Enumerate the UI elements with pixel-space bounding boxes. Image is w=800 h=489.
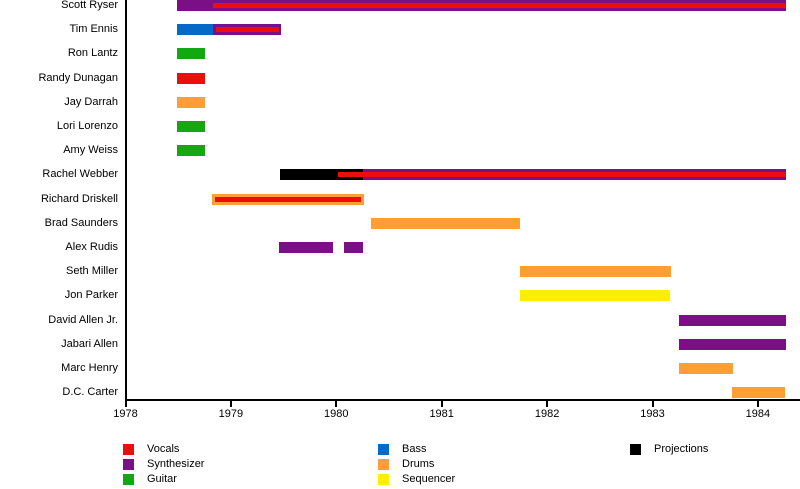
member-bar-projections [280, 169, 363, 181]
member-label: Rachel Webber [42, 168, 118, 181]
member-bar-synthesizer [678, 338, 787, 350]
year-label: 1984 [745, 408, 771, 420]
member-label: Jay Darrah [64, 95, 118, 108]
member-line-vocals [215, 196, 361, 202]
member-bar-drums [678, 363, 733, 374]
legend-label-projections: Projections [654, 443, 709, 455]
year-label: 1981 [429, 408, 454, 420]
member-label: David Allen Jr. [48, 313, 118, 326]
axis-tick [335, 399, 338, 407]
legend-label-synthesizer: Synthesizer [147, 458, 205, 471]
legend-swatch-projections [630, 444, 641, 455]
member-line-vocals [216, 27, 280, 33]
member-bar-guitar [177, 48, 205, 60]
member-bar-drums [731, 387, 786, 399]
member-label: Jabari Allen [61, 337, 118, 350]
year-label: 1983 [640, 408, 665, 420]
member-bar-vocals [177, 72, 205, 84]
legend-swatch-drums [378, 459, 389, 471]
member-label: Ron Lantz [67, 47, 118, 60]
member-label: Amy Weiss [63, 144, 118, 157]
legend-label-vocals: Vocals [147, 443, 180, 455]
y-axis-line [124, 0, 127, 401]
member-label: Richard Driskell [40, 192, 118, 205]
axis-tick [124, 399, 127, 407]
member-label: Brad Saunders [44, 216, 118, 229]
member-bar-synthesizer [279, 242, 334, 253]
legend-swatch-guitar [123, 474, 134, 486]
axis-tick [546, 399, 549, 407]
member-label: D.C. Carter [62, 386, 118, 399]
legend-label-guitar: Guitar [147, 473, 177, 486]
member-line-vocals [338, 172, 787, 178]
legend-label-sequencer: Sequencer [402, 473, 456, 486]
member-line-vocals [212, 3, 787, 8]
member-bar-synthesizer [343, 242, 363, 253]
member-bar-guitar [177, 145, 205, 157]
legend-swatch-sequencer [378, 474, 389, 486]
year-label: 1980 [324, 408, 349, 420]
legend-label-bass: Bass [402, 443, 427, 455]
x-axis-line [124, 399, 800, 401]
year-label: 1979 [218, 408, 244, 420]
member-bar-sequencer [519, 290, 671, 302]
member-label: Seth Miller [66, 265, 118, 278]
axis-tick [756, 399, 759, 407]
member-bar-synthesizer [678, 314, 787, 326]
member-label: Jon Parker [64, 289, 118, 302]
axis-tick [229, 399, 232, 407]
member-bar-drums [177, 96, 205, 108]
member-label: Randy Dunagan [38, 71, 118, 84]
member-label: Scott Ryser [61, 0, 118, 11]
legend-label-drums: Drums [402, 458, 435, 471]
member-label: Tim Ennis [69, 23, 119, 36]
legend-swatch-vocals [123, 444, 134, 455]
member-bar-drums [519, 266, 672, 278]
member-label: Lori Lorenzo [56, 120, 118, 132]
member-bar-guitar [177, 121, 205, 132]
axis-tick [651, 399, 654, 407]
legend-swatch-bass [378, 444, 389, 455]
member-bar-bass [177, 24, 213, 36]
year-label: 1978 [113, 408, 138, 420]
member-label: Alex Rudis [65, 241, 118, 253]
member-bar-drums [371, 217, 520, 229]
legend-swatch-synthesizer [123, 459, 134, 471]
member-label: Marc Henry [61, 362, 118, 374]
year-label: 1982 [534, 408, 560, 420]
axis-tick [440, 399, 443, 407]
